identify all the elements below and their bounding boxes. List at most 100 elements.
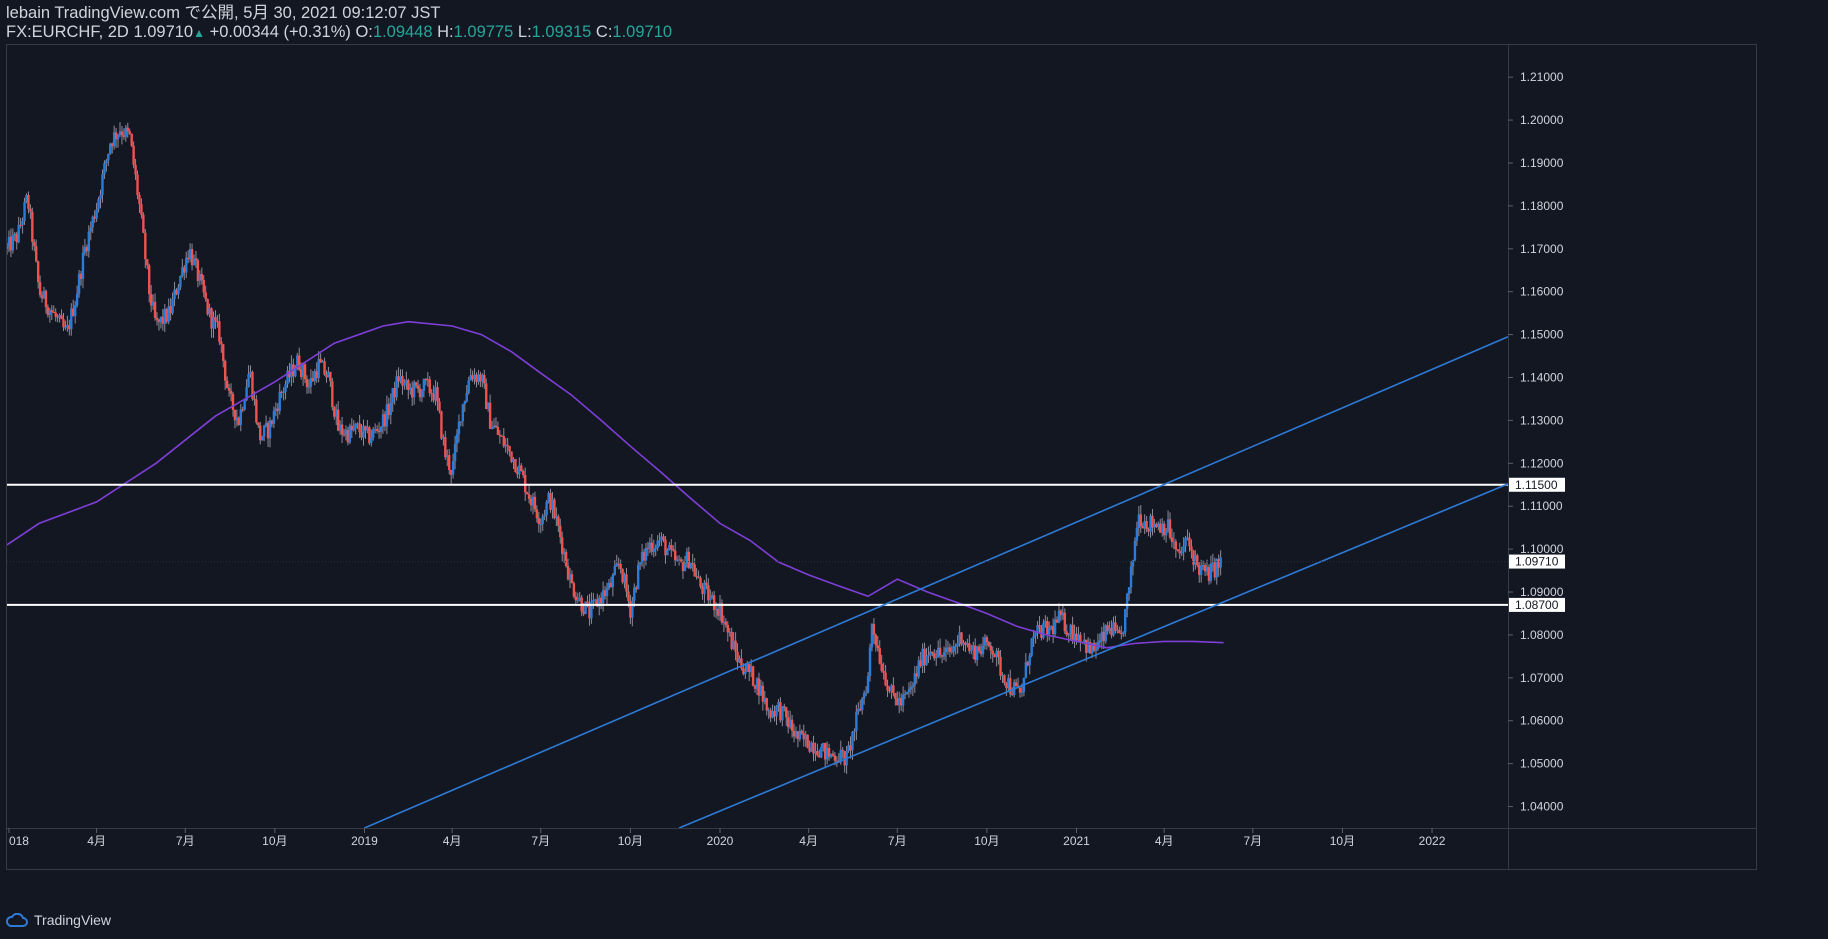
candle-body: [333, 407, 336, 417]
candle-body: [31, 211, 34, 242]
candle-body: [227, 387, 231, 391]
candle-down: [31, 207, 34, 251]
candle-body: [730, 631, 733, 649]
candle-body: [907, 689, 911, 693]
candle-down: [705, 574, 708, 590]
candle-up: [777, 699, 780, 712]
candle-body: [185, 257, 188, 273]
candle-down: [730, 627, 733, 651]
candle-body: [707, 585, 710, 601]
candle-up: [403, 379, 406, 390]
time-tick-label: 10月: [974, 834, 999, 848]
candle-down: [323, 357, 326, 376]
candle-down: [1114, 615, 1117, 634]
candle-body: [426, 379, 429, 381]
candle-body: [810, 742, 813, 752]
candle-body: [107, 153, 110, 161]
candle-body: [299, 369, 303, 377]
candle-up: [399, 369, 402, 384]
candle-body: [748, 664, 751, 673]
candle-up: [105, 159, 108, 172]
candle-body: [666, 550, 669, 556]
candle-body: [23, 201, 26, 221]
candle-body: [225, 380, 229, 388]
candle-body: [878, 648, 881, 664]
candle-up: [385, 395, 389, 435]
candle-body: [307, 386, 311, 388]
candle-body: [576, 599, 579, 601]
candle-down: [315, 362, 318, 383]
candle-body: [714, 608, 718, 611]
candle-up: [1044, 615, 1047, 628]
candle-down: [533, 491, 537, 512]
candle-down: [33, 239, 36, 252]
candle-down: [216, 315, 219, 328]
tradingview-cloud-icon[interactable]: [6, 913, 28, 927]
candle-down: [126, 122, 129, 138]
candle-body: [407, 380, 410, 390]
candle-body: [1092, 643, 1096, 651]
candle-body: [173, 289, 176, 300]
candle-body: [403, 382, 406, 386]
candle-down: [27, 191, 30, 214]
candle-down: [350, 418, 354, 439]
candle-down: [68, 319, 71, 336]
chart-pane[interactable]: 1.21000 1.20000 1.19000 1.18000 1.17000 1.160…: [6, 44, 1757, 870]
candle-body: [981, 645, 985, 655]
tradingview-brand[interactable]: TradingView: [34, 912, 112, 928]
candle-body: [931, 651, 934, 654]
candle-down: [311, 370, 315, 382]
candle-body: [142, 214, 145, 233]
candle-body: [327, 371, 330, 378]
candle-body: [260, 436, 264, 441]
candle-body: [381, 414, 385, 428]
candle-body: [222, 344, 225, 362]
symbol-label[interactable]: FX:EURCHF, 2D: [6, 23, 129, 41]
candle-body: [1137, 514, 1141, 529]
price-chart[interactable]: 1.21000 1.20000 1.19000 1.18000 1.17000 1.160…: [7, 45, 1756, 869]
candle-up: [901, 686, 905, 713]
candle-down: [923, 642, 926, 673]
low-value: 1.09315: [531, 23, 592, 41]
candle-down: [968, 634, 971, 654]
candle-body: [888, 690, 891, 692]
candles-group: [7, 122, 1222, 774]
candle-body: [486, 402, 490, 410]
candle-body: [190, 249, 194, 266]
candle-up: [1116, 624, 1119, 634]
candle-body: [56, 316, 59, 318]
candle-body: [911, 685, 915, 688]
candle-body: [449, 470, 453, 475]
candle-body: [652, 548, 655, 552]
candle-up: [822, 742, 825, 752]
candle-up: [1053, 610, 1057, 638]
candle-down: [753, 684, 757, 693]
candle-down: [535, 505, 539, 523]
candle-down: [488, 394, 492, 430]
candle-up: [903, 690, 907, 700]
candle-up: [282, 387, 285, 401]
candle-body: [557, 516, 560, 526]
candle-body: [1116, 629, 1119, 631]
candle-down: [603, 585, 607, 600]
candle-down: [411, 381, 414, 407]
candle-down: [1141, 522, 1144, 529]
candle-up: [746, 660, 749, 672]
candle-up: [338, 420, 342, 435]
candle-body: [206, 298, 209, 315]
candle-up: [555, 507, 558, 527]
candle-down: [364, 425, 367, 439]
candle-down: [120, 125, 124, 145]
candle-down: [218, 313, 221, 346]
candle-down: [561, 531, 564, 562]
candle-body: [64, 327, 67, 329]
price-tick-label: 1.20000: [1520, 113, 1564, 127]
candle-up: [354, 422, 357, 435]
candle-body: [1194, 555, 1197, 565]
candle-body: [1161, 523, 1164, 533]
candle-down: [93, 210, 96, 223]
candle-up: [188, 243, 192, 263]
candle-body: [866, 676, 870, 693]
candle-body: [1094, 649, 1098, 651]
candle-body: [1201, 564, 1205, 566]
